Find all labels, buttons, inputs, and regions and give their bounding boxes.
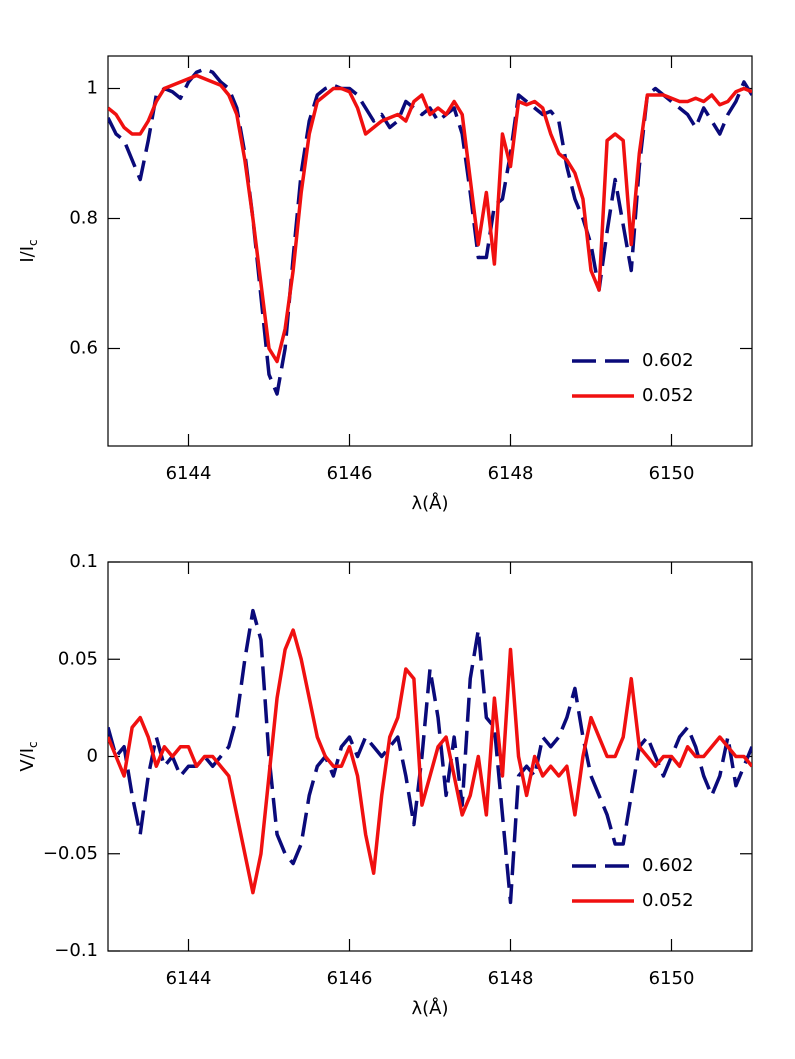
y-tick-label: 1 (87, 78, 98, 99)
x-tick-label: 6150 (649, 463, 695, 484)
x-tick-label: 6144 (166, 968, 212, 989)
y-tick-label: 0.8 (69, 208, 98, 229)
y-axis-label-main: I/I (17, 246, 38, 263)
y-tick-label: −0.1 (54, 940, 98, 961)
x-tick-label: 6148 (488, 968, 534, 989)
panel: 6144 6146 6148 6150 −0.1 −0.05 0 0.05 0.1 λ(Å) V/I… (17, 551, 753, 1019)
x-tick-label: 6148 (488, 463, 534, 484)
y-axis-label: V/Ic (17, 741, 40, 771)
y-tick-label: 0 (87, 746, 98, 767)
plot-frame (107, 55, 753, 447)
x-axis-label: λ(Å) (411, 997, 448, 1019)
x-axis-label: λ(Å) (411, 492, 448, 514)
legend-label: 0.052 (642, 385, 694, 406)
legend-label: 0.602 (642, 350, 694, 371)
series-line (108, 73, 752, 364)
y-tick-label: −0.05 (43, 843, 98, 864)
x-tick-label: 6150 (649, 968, 695, 989)
y-axis-label-main: V/I (17, 748, 38, 772)
x-tick-label: 6146 (327, 968, 373, 989)
series-line (108, 67, 752, 396)
panel: 6144 6146 6148 6150 0.6 0.8 1 λ(Å) I/Ic 0.602 0.05… (17, 55, 753, 514)
legend-label: 0.052 (642, 890, 694, 911)
y-tick-label: 0.05 (58, 648, 98, 669)
y-axis-label: I/Ic (17, 239, 40, 262)
series-line (108, 608, 752, 905)
y-axis-label-sub: c (26, 239, 40, 246)
series-line (108, 628, 752, 895)
x-tick-label: 6146 (327, 463, 373, 484)
y-axis-label-sub: c (26, 741, 40, 748)
y-tick-label: 0.1 (69, 551, 98, 572)
x-tick-label: 6144 (166, 463, 212, 484)
legend-label: 0.602 (642, 855, 694, 876)
y-tick-label: 0.6 (69, 338, 98, 359)
